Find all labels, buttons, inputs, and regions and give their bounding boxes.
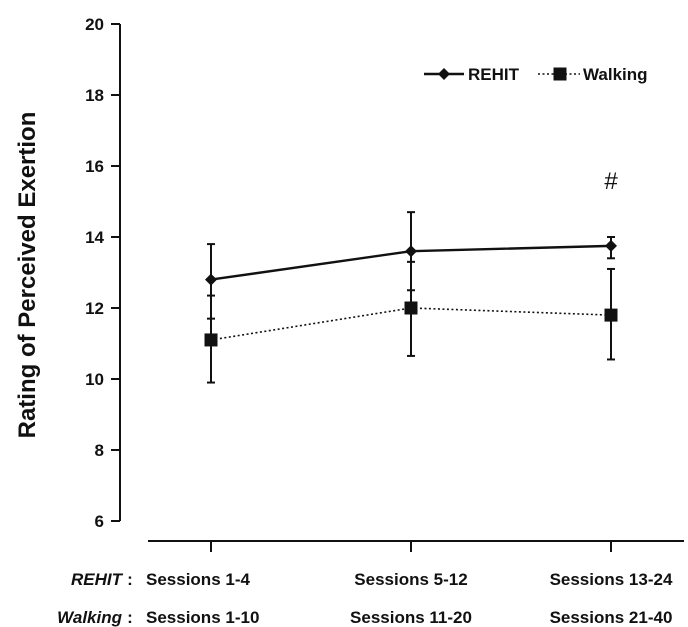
legend-marker-rehit (438, 68, 450, 80)
y-tick-label: 6 (95, 512, 104, 531)
x-category-label: Sessions 21-40 (550, 608, 673, 627)
significance-annotation: # (604, 168, 618, 195)
data-point-rehit (205, 273, 217, 286)
y-tick-label: 12 (85, 299, 104, 318)
row-separator: : (127, 570, 133, 589)
data-point-walking (204, 333, 218, 347)
y-tick-label: 18 (85, 86, 104, 105)
legend-marker-walking (553, 67, 567, 81)
row-prefix-rehit: REHIT (71, 570, 124, 589)
x-category-label: Sessions 1-10 (146, 608, 259, 627)
legend: REHIT Walking (424, 65, 648, 84)
legend-label-rehit: REHIT (468, 65, 520, 84)
series-rehit (205, 211, 617, 320)
y-tick-label: 10 (85, 370, 104, 389)
series-walking (204, 260, 618, 384)
x-category-label: Sessions 1-4 (146, 570, 250, 589)
row-prefix-walking: Walking (57, 608, 122, 627)
y-tick-label: 20 (85, 15, 104, 34)
y-tick-label: 8 (95, 441, 104, 460)
data-point-walking (404, 301, 418, 315)
data-point-rehit (605, 239, 617, 252)
x-category-label: Sessions 11-20 (350, 608, 472, 627)
data-point-rehit (405, 245, 417, 258)
x-category-label: Sessions 5-12 (354, 570, 467, 589)
data-point-walking (604, 308, 618, 322)
legend-label-walking: Walking (583, 65, 648, 84)
x-axis-labels: REHIT: Sessions 1-4 Sessions 5-12 Sessions … (57, 570, 673, 627)
y-tick-label: 16 (85, 157, 104, 176)
y-tick-label: 14 (85, 228, 104, 247)
x-category-label: Sessions 13-24 (550, 570, 673, 589)
row-separator: : (127, 608, 133, 627)
y-axis-title: Rating of Perceived Exertion (14, 112, 41, 439)
